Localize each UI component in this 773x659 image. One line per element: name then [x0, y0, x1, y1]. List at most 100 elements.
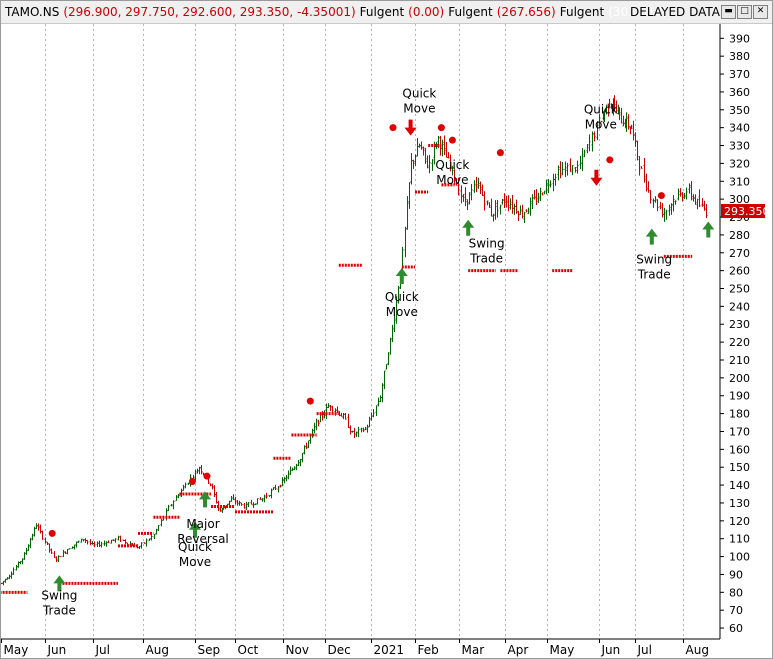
- x-tick-label: Jun: [601, 643, 621, 657]
- last-price-label: 293.350: [724, 205, 770, 218]
- annotation-label: Quick Move: [584, 102, 618, 131]
- indicator-0-value: (0.00): [408, 5, 445, 19]
- x-tick-label: Jul: [95, 643, 110, 657]
- maximize-button[interactable]: □: [737, 5, 752, 19]
- annotation-line: Move: [179, 555, 211, 569]
- y-tick-label: 340: [729, 122, 750, 135]
- arrow-up-icon: [645, 228, 658, 245]
- y-tick-label: 180: [729, 408, 750, 421]
- indicator-1-name: Fulgent: [448, 5, 493, 19]
- annotation-line: Swing: [636, 252, 672, 266]
- y-tick-label: 160: [729, 443, 750, 456]
- indicator-0-name: Fulgent: [359, 5, 405, 19]
- annotation-label: Swing Trade: [469, 236, 505, 265]
- stop-dot: [306, 397, 314, 405]
- y-tick-label: 270: [729, 247, 750, 260]
- ohlc-readout: (296.900, 297.750, 292.600, 293.350, -4.…: [63, 5, 356, 19]
- annotation-line: Major: [186, 517, 219, 531]
- x-tick-label: 2021: [374, 643, 405, 657]
- stop-dot: [606, 156, 614, 164]
- y-tick-label: 300: [729, 193, 750, 206]
- y-tick-label: 330: [729, 140, 750, 153]
- annotation-label: Major Reversal: [177, 517, 229, 546]
- x-tick-label: Jul: [637, 643, 652, 657]
- x-tick-label: Sep: [198, 643, 221, 657]
- arrow-up-icon: [189, 521, 201, 538]
- stop-dot: [203, 472, 211, 480]
- chart-title: TAMO.NS (296.900, 297.750, 292.600, 293.3…: [5, 5, 671, 19]
- price-bars: [1, 95, 708, 586]
- x-tick-label: Mar: [462, 643, 485, 657]
- x-tick-label: Oct: [238, 643, 259, 657]
- annotation-line: Reversal: [177, 532, 229, 546]
- annotation-label: Quick Move: [385, 290, 419, 319]
- annotation-line: Quick: [178, 540, 212, 554]
- x-tick-label: Jun: [47, 643, 67, 657]
- y-tick-label: 190: [729, 390, 750, 403]
- indicator-1-value: (267.656): [496, 5, 556, 19]
- close-button[interactable]: ✕: [753, 5, 768, 19]
- y-tick-label: 280: [729, 229, 750, 242]
- x-tick-label: Apr: [508, 643, 529, 657]
- y-tick-label: 140: [729, 479, 750, 492]
- annotation-line: Move: [585, 117, 617, 131]
- stop-dot: [448, 136, 456, 144]
- annotation-label: Swing Trade: [636, 252, 672, 281]
- annotation-line: Quick: [435, 158, 469, 172]
- x-tick-label: Dec: [328, 643, 351, 657]
- annotation-line: Move: [386, 305, 418, 319]
- annotation-line: Swing: [41, 588, 77, 602]
- y-tick-label: 200: [729, 372, 750, 385]
- annotation-line: Quick: [584, 102, 618, 116]
- annotation-line: Quick: [385, 290, 419, 304]
- arrow-up-icon: [462, 219, 475, 236]
- y-tick-label: 100: [729, 551, 750, 564]
- stop-dot: [188, 478, 196, 486]
- stop-dot: [657, 192, 665, 200]
- annotation-label: Quick Move: [178, 540, 212, 569]
- minimize-button[interactable]: ▬: [721, 5, 736, 19]
- y-tick-label: 130: [729, 497, 750, 510]
- annotation-line: Swing: [469, 236, 505, 250]
- chart-title-bar: TAMO.NS (296.900, 297.750, 292.600, 293.3…: [1, 1, 772, 24]
- y-tick-label: 360: [729, 86, 750, 99]
- y-tick-label: 380: [729, 50, 750, 63]
- indicator-2-name: Fulgent: [559, 5, 605, 19]
- annotation-line: Trade: [42, 603, 76, 617]
- annotation-label: Swing Trade: [41, 588, 77, 617]
- y-tick-label: 60: [729, 622, 743, 635]
- x-tick-label: Aug: [146, 643, 169, 657]
- symbol-label: TAMO.NS: [5, 5, 60, 19]
- y-tick-label: 120: [729, 515, 750, 528]
- annotation-line: Trade: [469, 251, 503, 265]
- x-tick-label: Feb: [418, 643, 439, 657]
- annotation-line: Trade: [637, 267, 671, 281]
- y-tick-label: 170: [729, 425, 750, 438]
- arrow-up-icon: [395, 267, 408, 284]
- arrow-down-icon: [590, 169, 603, 186]
- arrow-up-icon: [199, 491, 211, 508]
- arrow-up-icon: [53, 575, 66, 592]
- y-tick-label: 350: [729, 104, 750, 117]
- annotation-label: Quick Move: [435, 158, 469, 187]
- y-tick-label: 320: [729, 157, 750, 170]
- y-tick-label: 230: [729, 318, 750, 331]
- annotation-line: Move: [403, 101, 435, 115]
- y-tick-label: 390: [729, 32, 750, 45]
- y-tick-label: 110: [729, 533, 750, 546]
- annotation-label: Quick Move: [402, 86, 436, 115]
- delayed-data-status: DELAYED DATA: [630, 5, 720, 19]
- stop-dot: [48, 529, 56, 537]
- y-tick-label: 370: [729, 68, 750, 81]
- x-tick-label: Nov: [286, 643, 309, 657]
- y-tick-label: 210: [729, 354, 750, 367]
- y-tick-label: 70: [729, 604, 743, 617]
- stop-dot: [496, 149, 504, 157]
- y-tick-label: 250: [729, 283, 750, 296]
- y-tick-label: 90: [729, 568, 743, 581]
- y-tick-label: 310: [729, 175, 750, 188]
- x-tick-label: May: [4, 643, 29, 657]
- y-tick-label: 220: [729, 336, 750, 349]
